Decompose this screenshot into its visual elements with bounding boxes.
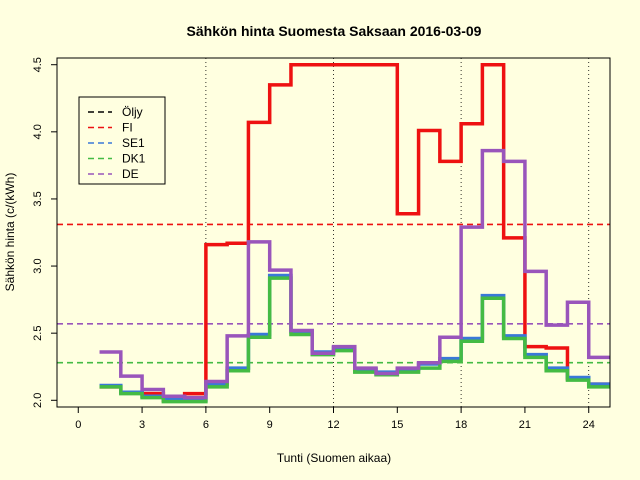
y-tick-label: 4.0 xyxy=(32,124,44,139)
x-tick-label: 15 xyxy=(391,419,403,431)
y-axis: 2.0 2.5 3.0 3.5 4.0 4.5 xyxy=(32,57,57,408)
legend-box xyxy=(78,96,166,185)
series-lines xyxy=(99,62,610,404)
y-tick-label: 2.5 xyxy=(32,326,44,341)
reference-lines xyxy=(57,223,610,364)
legend-label: DE xyxy=(122,167,139,181)
series-line xyxy=(99,276,610,404)
x-tick-label: 18 xyxy=(455,419,467,431)
chart-title: Sähkön hinta Suomesta Saksaan 2016-03-09 xyxy=(187,23,482,39)
y-axis-label: Sähkön hinta (c/(kWh) xyxy=(3,173,17,292)
y-tick-label: 4.5 xyxy=(32,57,44,72)
x-axis: 0 3 6 9 12 15 18 21 24 xyxy=(75,407,595,431)
x-tick-label: 6 xyxy=(203,419,209,431)
y-tick-label: 2.0 xyxy=(32,393,44,408)
x-tick-label: 21 xyxy=(519,419,531,431)
x-tick-label: 0 xyxy=(75,419,81,431)
y-tick-label: 3.5 xyxy=(32,191,44,206)
legend-label: FI xyxy=(122,121,133,135)
x-tick-label: 9 xyxy=(267,419,273,431)
legend-label: Öljy xyxy=(122,105,143,119)
x-tick-label: 24 xyxy=(583,419,595,431)
legend-label: DK1 xyxy=(122,152,146,166)
x-tick-label: 3 xyxy=(139,419,145,431)
x-tick-label: 12 xyxy=(327,419,339,431)
series-line xyxy=(99,273,610,403)
legend-label: SE1 xyxy=(122,136,145,150)
x-axis-label: Tunti (Suomen aikaa) xyxy=(277,451,391,465)
series-line xyxy=(99,148,610,400)
y-tick-label: 3.0 xyxy=(32,258,44,273)
